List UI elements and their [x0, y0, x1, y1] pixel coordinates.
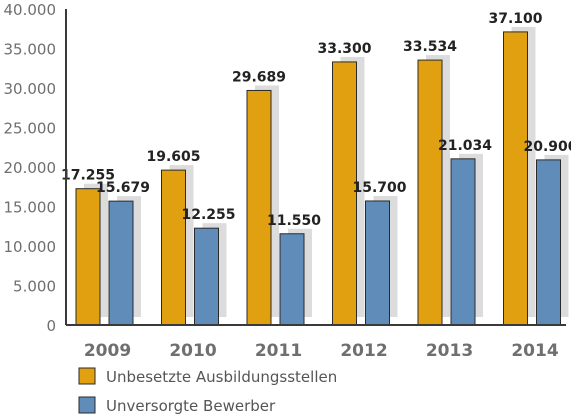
axes	[65, 9, 566, 326]
bar-unbesetzte-2012	[332, 61, 357, 326]
legend-swatch	[78, 396, 96, 414]
bars	[75, 31, 561, 326]
bar-shadows	[84, 26, 569, 318]
y-axis: 0 5.000 10.000 15.000 20.000 25.000 30.000 35.0…	[4, 1, 57, 335]
y-tick-label: 25.000	[4, 120, 57, 138]
data-label: 15.700	[352, 180, 406, 196]
data-label: 11.550	[267, 213, 321, 229]
data-label: 15.679	[96, 180, 150, 196]
data-label: 33.300	[317, 41, 371, 57]
legend-label: Unversorgte Bewerber	[106, 397, 276, 415]
bar-unbesetzte-2009	[75, 188, 101, 326]
bar-unversorgte-2013	[450, 158, 476, 326]
y-tick-label: 40.000	[4, 1, 57, 19]
legend: Unbesetzte Ausbildungsstellen Unversorgte…	[78, 367, 337, 415]
x-tick-label: 2011	[255, 341, 302, 361]
x-axis: 2009 2010 2011 2012 2013 2014	[84, 341, 559, 361]
bar-unversorgte-2014	[536, 159, 561, 326]
x-tick-label: 2009	[84, 341, 131, 361]
y-tick-label: 20.000	[4, 159, 57, 177]
data-label: 33.534	[403, 39, 457, 55]
data-label: 29.689	[232, 69, 286, 85]
x-tick-label: 2010	[169, 341, 216, 361]
bar-unversorgte-2009	[108, 200, 134, 326]
bar-unbesetzte-2013	[417, 59, 443, 326]
x-tick-label: 2012	[340, 341, 387, 361]
bar-unbesetzte-2011	[246, 89, 272, 326]
bar-unbesetzte-2010	[161, 169, 186, 326]
legend-swatch	[78, 367, 96, 385]
data-label: 12.255	[181, 207, 235, 223]
data-label: 21.034	[438, 138, 492, 154]
data-label: 19.605	[146, 149, 200, 165]
data-label: 37.100	[488, 11, 542, 27]
y-tick-label: 5.000	[13, 278, 56, 296]
data-label: 17.255	[61, 168, 115, 184]
bar-unversorgte-2011	[279, 233, 305, 326]
legend-label: Unbesetzte Ausbildungsstellen	[106, 368, 337, 386]
y-tick-label: 0	[46, 317, 56, 335]
bar-unversorgte-2012	[365, 200, 390, 326]
y-tick-label: 35.000	[4, 41, 57, 59]
x-tick-label: 2013	[426, 341, 473, 361]
bar-unversorgte-2010	[194, 227, 219, 326]
y-tick-label: 10.000	[4, 238, 57, 256]
x-tick-label: 2014	[511, 341, 558, 361]
bar-unbesetzte-2014	[503, 31, 528, 326]
data-label: 20.900	[523, 139, 571, 155]
y-tick-label: 15.000	[4, 199, 57, 217]
y-tick-label: 30.000	[4, 80, 57, 98]
